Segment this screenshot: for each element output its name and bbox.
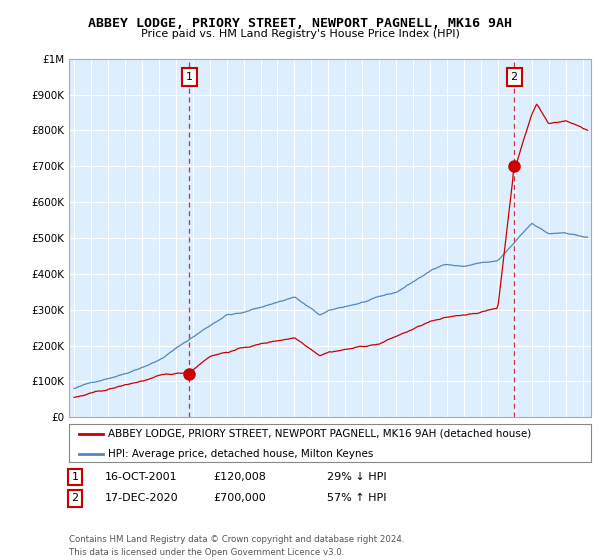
Text: £700,000: £700,000 — [213, 493, 266, 503]
Text: £120,008: £120,008 — [213, 472, 266, 482]
Text: HPI: Average price, detached house, Milton Keynes: HPI: Average price, detached house, Milt… — [108, 449, 374, 459]
Text: 17-DEC-2020: 17-DEC-2020 — [105, 493, 179, 503]
Text: 2: 2 — [511, 72, 518, 82]
Text: 1: 1 — [71, 472, 79, 482]
Text: 16-OCT-2001: 16-OCT-2001 — [105, 472, 178, 482]
Text: 57% ↑ HPI: 57% ↑ HPI — [327, 493, 386, 503]
Text: 2: 2 — [71, 493, 79, 503]
Text: 1: 1 — [185, 72, 193, 82]
Text: ABBEY LODGE, PRIORY STREET, NEWPORT PAGNELL, MK16 9AH (detached house): ABBEY LODGE, PRIORY STREET, NEWPORT PAGN… — [108, 429, 532, 439]
Text: ABBEY LODGE, PRIORY STREET, NEWPORT PAGNELL, MK16 9AH: ABBEY LODGE, PRIORY STREET, NEWPORT PAGN… — [88, 17, 512, 30]
Text: 29% ↓ HPI: 29% ↓ HPI — [327, 472, 386, 482]
Text: Price paid vs. HM Land Registry's House Price Index (HPI): Price paid vs. HM Land Registry's House … — [140, 29, 460, 39]
Text: Contains HM Land Registry data © Crown copyright and database right 2024.
This d: Contains HM Land Registry data © Crown c… — [69, 535, 404, 557]
